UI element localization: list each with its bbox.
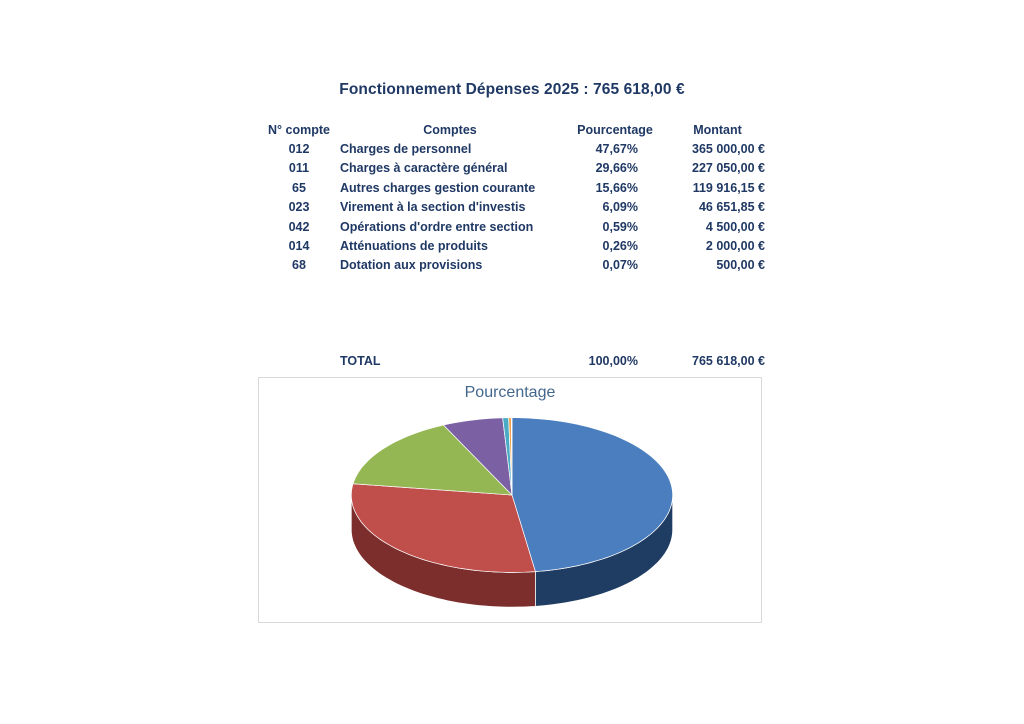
cell-account: 012 xyxy=(288,142,310,157)
table-header-row: N° compte Comptes Pourcentage Montant xyxy=(258,120,765,139)
total-amount: 765 618,00 € xyxy=(692,353,765,368)
table-row: 011 Charges à caractère général 29,66% 2… xyxy=(258,159,765,178)
table-row: 014 Atténuations de produits 0,26% 2 000… xyxy=(258,236,765,255)
header-percent: Pourcentage xyxy=(577,122,653,137)
pie-slice-2 xyxy=(352,424,513,496)
cell-percent: 0,59% xyxy=(602,219,638,234)
pie-slice-3 xyxy=(443,417,513,496)
cell-account: 042 xyxy=(288,219,310,234)
cell-label: Charges de personnel xyxy=(340,142,472,157)
cell-label: Virement à la section d'investis xyxy=(340,200,526,215)
table-row: 023 Virement à la section d'investis 6,0… xyxy=(258,198,765,217)
cell-amount: 46 651,85 € xyxy=(698,200,765,215)
cell-label: Opérations d'ordre entre section xyxy=(340,219,534,234)
total-label: TOTAL xyxy=(340,353,381,368)
total-percent: 100,00% xyxy=(588,353,638,368)
cell-amount: 500,00 € xyxy=(716,258,765,273)
chart-title: Pourcentage xyxy=(464,384,556,401)
header-account: N° compte xyxy=(268,122,330,137)
cell-percent: 29,66% xyxy=(595,161,638,176)
pie-slice-0 xyxy=(511,417,674,572)
cell-amount: 2 000,00 € xyxy=(705,239,765,254)
table-row: 65 Autres charges gestion courante 15,66… xyxy=(258,178,765,197)
table-row: 68 Dotation aux provisions 0,07% 500,00 … xyxy=(258,256,765,275)
cell-label: Atténuations de produits xyxy=(340,239,488,254)
cell-account: 023 xyxy=(288,200,310,215)
chart-frame: Pourcentage xyxy=(258,377,762,623)
cell-account: 65 xyxy=(292,180,306,195)
cell-percent: 0,07% xyxy=(602,258,638,273)
cell-percent: 47,67% xyxy=(595,142,638,157)
cell-account: 011 xyxy=(288,161,310,176)
table-row: 012 Charges de personnel 47,67% 365 000,… xyxy=(258,139,765,158)
header-comptes: Comptes xyxy=(423,122,477,137)
total-row: TOTAL 100,00% 765 618,00 € xyxy=(258,351,765,370)
pie-chart xyxy=(350,417,674,608)
cell-account: 014 xyxy=(288,239,310,254)
document-title: Fonctionnement Dépenses 2025 : 765 618,0… xyxy=(339,81,685,98)
pie-slice-1 xyxy=(350,483,536,573)
cell-percent: 15,66% xyxy=(595,180,638,195)
cell-amount: 4 500,00 € xyxy=(705,219,765,234)
cell-label: Dotation aux provisions xyxy=(340,258,483,273)
budget-table: N° compte Comptes Pourcentage Montant 01… xyxy=(258,120,765,275)
cell-percent: 0,26% xyxy=(602,239,638,254)
cell-label: Charges à caractère général xyxy=(340,161,508,176)
cell-label: Autres charges gestion courante xyxy=(340,180,536,195)
cell-percent: 6,09% xyxy=(602,200,638,215)
cell-account: 68 xyxy=(292,258,306,273)
header-amount: Montant xyxy=(693,122,742,137)
pie-slice-6 xyxy=(510,417,513,496)
cell-amount: 227 050,00 € xyxy=(692,161,765,176)
cell-amount: 365 000,00 € xyxy=(692,142,765,157)
cell-amount: 119 916,15 € xyxy=(692,180,765,195)
table-row: 042 Opérations d'ordre entre section 0,5… xyxy=(258,217,765,236)
